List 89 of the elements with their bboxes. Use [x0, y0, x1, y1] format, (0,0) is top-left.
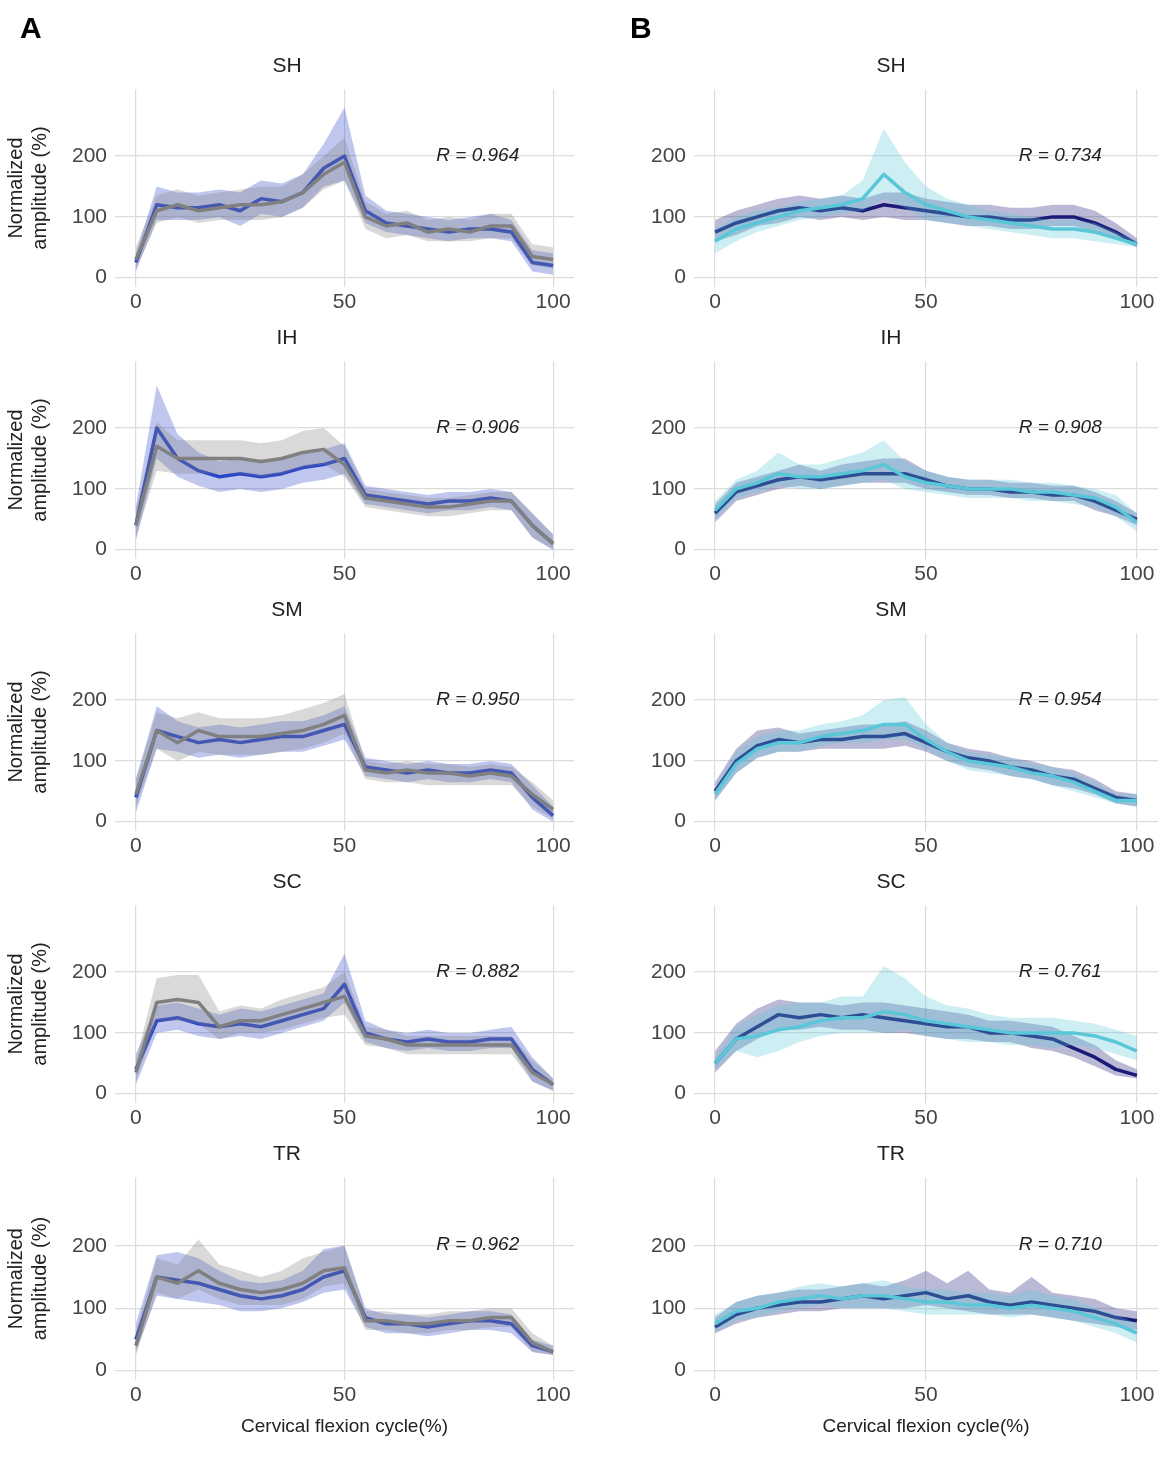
x-tick-label: 50 [914, 289, 938, 313]
x-tick-label: 50 [332, 1382, 357, 1406]
text: A [20, 11, 42, 45]
annotation: R = 0.954 [1018, 687, 1102, 709]
annotation: R = 0.906 [436, 415, 520, 437]
annotation: R = 0.908 [1018, 415, 1103, 437]
annotation: R = 0.710 [1018, 1233, 1103, 1255]
x-tick-label: 100 [535, 1105, 571, 1129]
y-tick-label: 0 [95, 1080, 107, 1104]
x-axis-title: Cervical flexion cycle(%) [241, 1414, 448, 1436]
x-tick-label: 50 [914, 1105, 938, 1129]
annotation: R = 0.882 [436, 959, 520, 981]
y-axis-title: Normalized amplitude (%) [3, 126, 50, 250]
x-tick-label: 0 [130, 1105, 142, 1129]
y-tick-label: 200 [650, 958, 686, 982]
x-tick-label: 50 [914, 561, 938, 585]
annotation: R = 0.962 [436, 1233, 520, 1255]
y-tick-label: 100 [650, 747, 686, 771]
chart-title: IH [880, 325, 902, 349]
x-tick-label: 50 [332, 1105, 357, 1129]
x-tick-label: 100 [1119, 289, 1155, 313]
x-tick-label: 0 [709, 1382, 721, 1406]
x-tick-label: 100 [535, 1382, 571, 1406]
y-tick-label: 100 [650, 1295, 686, 1319]
x-tick-label: 50 [332, 833, 357, 857]
x-tick-label: 50 [914, 833, 938, 857]
x-tick-label: 50 [914, 1382, 938, 1406]
y-tick-label: 0 [674, 1080, 686, 1104]
y-tick-label: 100 [71, 475, 107, 499]
y-tick-label: 0 [95, 808, 107, 832]
y-tick-label: 200 [650, 1232, 686, 1256]
x-tick-label: 50 [332, 561, 357, 585]
y-tick-label: 100 [71, 203, 107, 227]
y-tick-label: 200 [71, 1232, 107, 1256]
x-tick-label: 100 [1119, 1382, 1155, 1406]
x-tick-label: 0 [709, 289, 721, 313]
annotation: R = 0.950 [436, 687, 520, 709]
y-tick-label: 100 [650, 1019, 686, 1043]
annotation: R = 0.964 [436, 143, 520, 165]
chart-title: SM [271, 597, 303, 621]
chart-title: SH [272, 53, 302, 77]
x-tick-label: 100 [535, 561, 571, 585]
chart-title: TR [877, 1141, 905, 1165]
y-tick-label: 100 [650, 203, 686, 227]
y-axis-title: Normalized amplitude (%) [3, 398, 50, 522]
y-tick-label: 200 [650, 142, 686, 166]
chart-title: TR [273, 1141, 301, 1165]
x-tick-label: 0 [709, 1105, 721, 1129]
y-tick-label: 0 [674, 808, 686, 832]
annotation: R = 0.761 [1018, 959, 1102, 981]
chart-title: SH [876, 53, 906, 77]
y-tick-label: 200 [650, 414, 686, 438]
x-tick-label: 0 [709, 561, 721, 585]
x-tick-label: 0 [130, 561, 142, 585]
x-tick-label: 100 [535, 833, 571, 857]
x-tick-label: 50 [332, 289, 357, 313]
chart-title: SC [876, 869, 906, 893]
y-tick-label: 200 [71, 958, 107, 982]
y-tick-label: 200 [71, 686, 107, 710]
y-tick-label: 0 [95, 536, 107, 560]
x-tick-label: 100 [1119, 833, 1155, 857]
x-tick-label: 0 [130, 1382, 142, 1406]
y-tick-label: 100 [650, 475, 686, 499]
y-tick-label: 0 [95, 264, 107, 288]
chart-title: IH [276, 325, 298, 349]
annotation: R = 0.734 [1018, 143, 1102, 165]
y-tick-label: 0 [95, 1357, 107, 1381]
y-axis-title: Normalized amplitude (%) [3, 670, 50, 794]
y-tick-label: 0 [674, 536, 686, 560]
y-tick-label: 200 [71, 414, 107, 438]
y-tick-label: 0 [674, 1357, 686, 1381]
x-tick-label: 0 [130, 289, 142, 313]
chart-title: SM [875, 597, 907, 621]
x-tick-label: 0 [709, 833, 721, 857]
x-tick-label: 100 [1119, 1105, 1155, 1129]
y-axis-title: Normalized amplitude (%) [3, 1216, 50, 1341]
y-tick-label: 100 [71, 1019, 107, 1043]
x-tick-label: 100 [1119, 561, 1155, 585]
chart-title: SC [272, 869, 302, 893]
y-tick-label: 200 [650, 686, 686, 710]
y-tick-label: 200 [71, 142, 107, 166]
text: B [630, 11, 652, 45]
y-tick-label: 100 [71, 747, 107, 771]
y-tick-label: 0 [674, 264, 686, 288]
y-tick-label: 100 [71, 1295, 107, 1319]
x-tick-label: 100 [535, 289, 571, 313]
x-tick-label: 0 [130, 833, 142, 857]
y-axis-title: Normalized amplitude (%) [3, 942, 50, 1066]
x-axis-title: Cervical flexion cycle(%) [822, 1414, 1030, 1436]
